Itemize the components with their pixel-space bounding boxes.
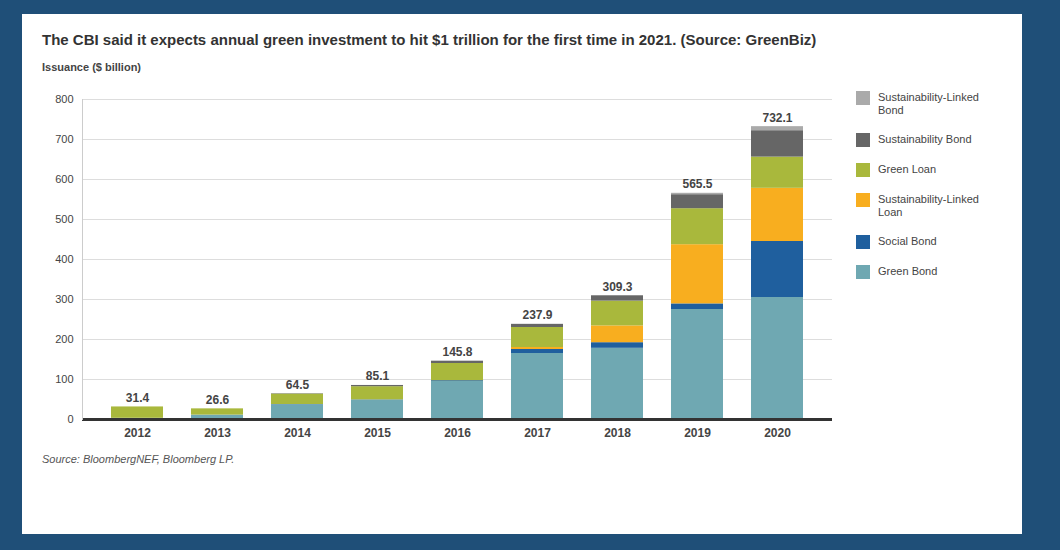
html-text:The CBI said it expects annual: The CBI said it expects annual green inv… xyxy=(42,31,817,48)
svg-text:85.1: 85.1 xyxy=(366,369,390,383)
svg-text:400: 400 xyxy=(55,253,73,265)
svg-text:145.8: 145.8 xyxy=(442,345,472,359)
svg-text:309.3: 309.3 xyxy=(602,280,632,294)
html-text:Sustainability-Linked Loan: Sustainability-Linked Loan xyxy=(878,193,979,218)
html-text:Green Bond: Green Bond xyxy=(878,265,938,277)
html-text:Social Bond: Social Bond xyxy=(878,235,937,247)
svg-text:2016: 2016 xyxy=(444,426,471,440)
svg-text:2014: 2014 xyxy=(284,426,311,440)
html-text:Issuance ($ billion): Issuance ($ billion) xyxy=(42,61,141,73)
svg-text:2015: 2015 xyxy=(364,426,391,440)
svg-text:237.9: 237.9 xyxy=(522,308,552,322)
svg-text:800: 800 xyxy=(55,93,73,105)
svg-text:100: 100 xyxy=(55,373,73,385)
html-text:Green Loan: Green Loan xyxy=(878,163,937,175)
svg-text:300: 300 xyxy=(55,293,73,305)
svg-text:2012: 2012 xyxy=(124,426,151,440)
svg-text:732.1: 732.1 xyxy=(762,111,792,125)
svg-text:2013: 2013 xyxy=(204,426,231,440)
html-text:Sustainability-Linked Bond: Sustainability-Linked Bond xyxy=(878,91,979,116)
svg-text:2020: 2020 xyxy=(764,426,791,440)
html-text:Source: BloombergNEF, Bloomber: Source: BloombergNEF, Bloomberg LP. xyxy=(42,453,235,465)
svg-text:31.4: 31.4 xyxy=(126,391,150,405)
svg-text:64.5: 64.5 xyxy=(286,378,310,392)
svg-text:26.6: 26.6 xyxy=(206,393,230,407)
svg-text:500: 500 xyxy=(55,213,73,225)
svg-text:700: 700 xyxy=(55,133,73,145)
svg-text:600: 600 xyxy=(55,173,73,185)
svg-text:2018: 2018 xyxy=(604,426,631,440)
svg-text:2017: 2017 xyxy=(524,426,551,440)
svg-text:565.5: 565.5 xyxy=(682,177,712,191)
svg-text:200: 200 xyxy=(55,333,73,345)
svg-text:2019: 2019 xyxy=(684,426,711,440)
html-text:Sustainability Bond: Sustainability Bond xyxy=(878,133,972,145)
svg-text:0: 0 xyxy=(67,413,73,425)
